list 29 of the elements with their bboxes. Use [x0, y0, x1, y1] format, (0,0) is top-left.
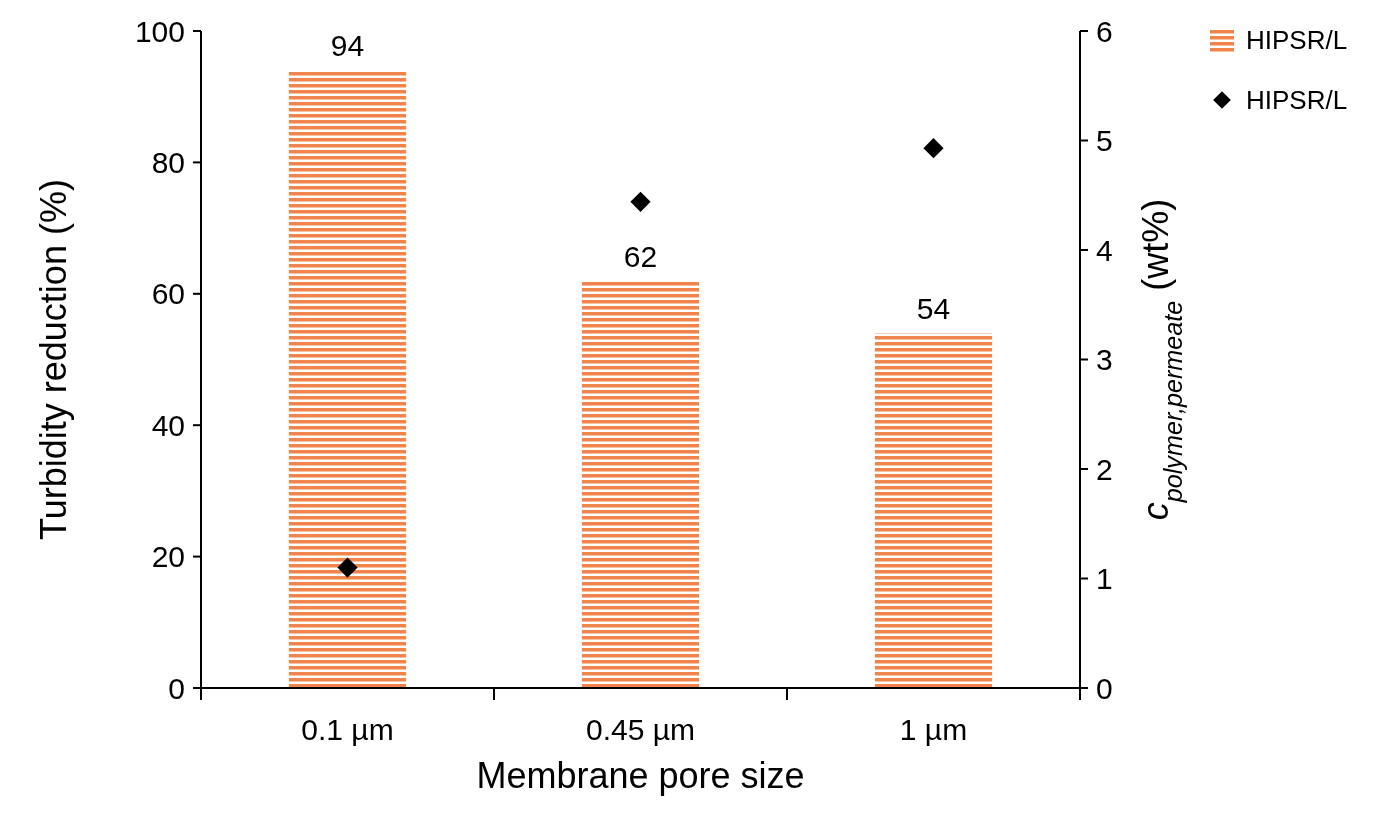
y-tick-label: 80 — [151, 145, 185, 179]
x-tick-label: 0.45 µm — [586, 713, 695, 746]
y2-tick-label: 2 — [1096, 452, 1113, 486]
y-tick-label: 60 — [151, 277, 185, 311]
data-label: 94 — [330, 29, 365, 63]
data-label: 54 — [916, 292, 951, 326]
y-tick-label: 20 — [151, 540, 185, 574]
y2-tick-label: 0 — [1096, 671, 1113, 705]
point — [630, 191, 651, 212]
legend-label: HIPSR/L — [1246, 25, 1348, 56]
y2-tick-label: 4 — [1096, 233, 1113, 267]
y2-tick-label: 6 — [1096, 14, 1113, 48]
y2-tick-label: 5 — [1096, 124, 1113, 157]
x-tick-label: 1 µm — [899, 713, 968, 746]
x-axis-title: Membrane pore size — [476, 755, 805, 796]
x-tick-label: 0.1 µm — [301, 713, 394, 746]
y-tick-label: 40 — [151, 408, 185, 442]
y-tick-label: 0 — [168, 671, 185, 705]
y2-tick-label: 1 — [1096, 562, 1113, 595]
bar — [874, 333, 993, 688]
bar — [581, 280, 700, 688]
bar — [288, 70, 407, 688]
y2-tick-label: 3 — [1096, 343, 1113, 376]
data-label: 62 — [623, 239, 658, 273]
y-tick-label: 100 — [134, 14, 185, 48]
point — [923, 138, 944, 159]
legend-label: HIPSR/L — [1246, 85, 1348, 116]
point — [337, 557, 358, 578]
y-axis-title: Turbidity reduction (%) — [33, 179, 74, 540]
